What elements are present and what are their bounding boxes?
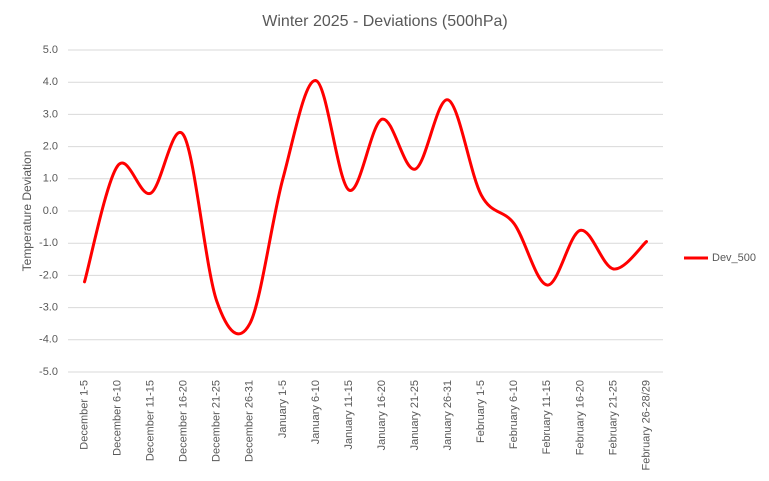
y-tick-label: -2.0: [39, 269, 58, 281]
x-tick-label: January 21-25: [409, 380, 421, 450]
x-tick-label: February 11-15: [541, 380, 553, 454]
x-tick-label: February 21-25: [607, 380, 619, 455]
chart-title: Winter 2025 - Deviations (500hPa): [262, 13, 507, 30]
x-tick-label: January 16-20: [376, 380, 388, 450]
data-line: [83, 79, 648, 336]
y-tick-label: 2.0: [43, 141, 58, 153]
y-tick-label: 5.0: [43, 44, 58, 56]
y-axis-label: Temperature Deviation: [20, 151, 34, 272]
y-tick-label: -5.0: [39, 366, 58, 378]
x-tick-label: December 11-15: [145, 380, 157, 461]
y-tick-label: -1.0: [39, 237, 58, 249]
x-tick-label: December 26-31: [244, 380, 256, 462]
y-tick-label: -3.0: [39, 302, 58, 314]
x-tick-label: December 1-5: [78, 380, 90, 450]
x-tick-label: December 21-25: [211, 380, 223, 462]
x-tick-label: February 1-5: [475, 380, 487, 443]
x-tick-label: February 16-20: [574, 380, 586, 455]
x-tick-label: February 26-28/29: [640, 380, 652, 471]
x-tick-label: December 6-10: [111, 380, 123, 456]
legend-label: Dev_500: [712, 252, 756, 264]
x-tick-label: January 26-31: [442, 380, 454, 450]
y-tick-label: 4.0: [43, 76, 58, 88]
x-tick-label: December 16-20: [178, 380, 190, 462]
y-tick-label: 1.0: [43, 173, 58, 185]
y-tick-label: 3.0: [43, 108, 58, 120]
y-tick-label: 0.0: [43, 205, 58, 217]
x-tick-label: January 11-15: [343, 380, 355, 450]
x-tick-label: February 6-10: [508, 380, 520, 449]
y-tick-label: -4.0: [39, 334, 58, 346]
x-tick-label: January 1-5: [277, 380, 289, 438]
x-tick-label: January 6-10: [310, 380, 322, 444]
